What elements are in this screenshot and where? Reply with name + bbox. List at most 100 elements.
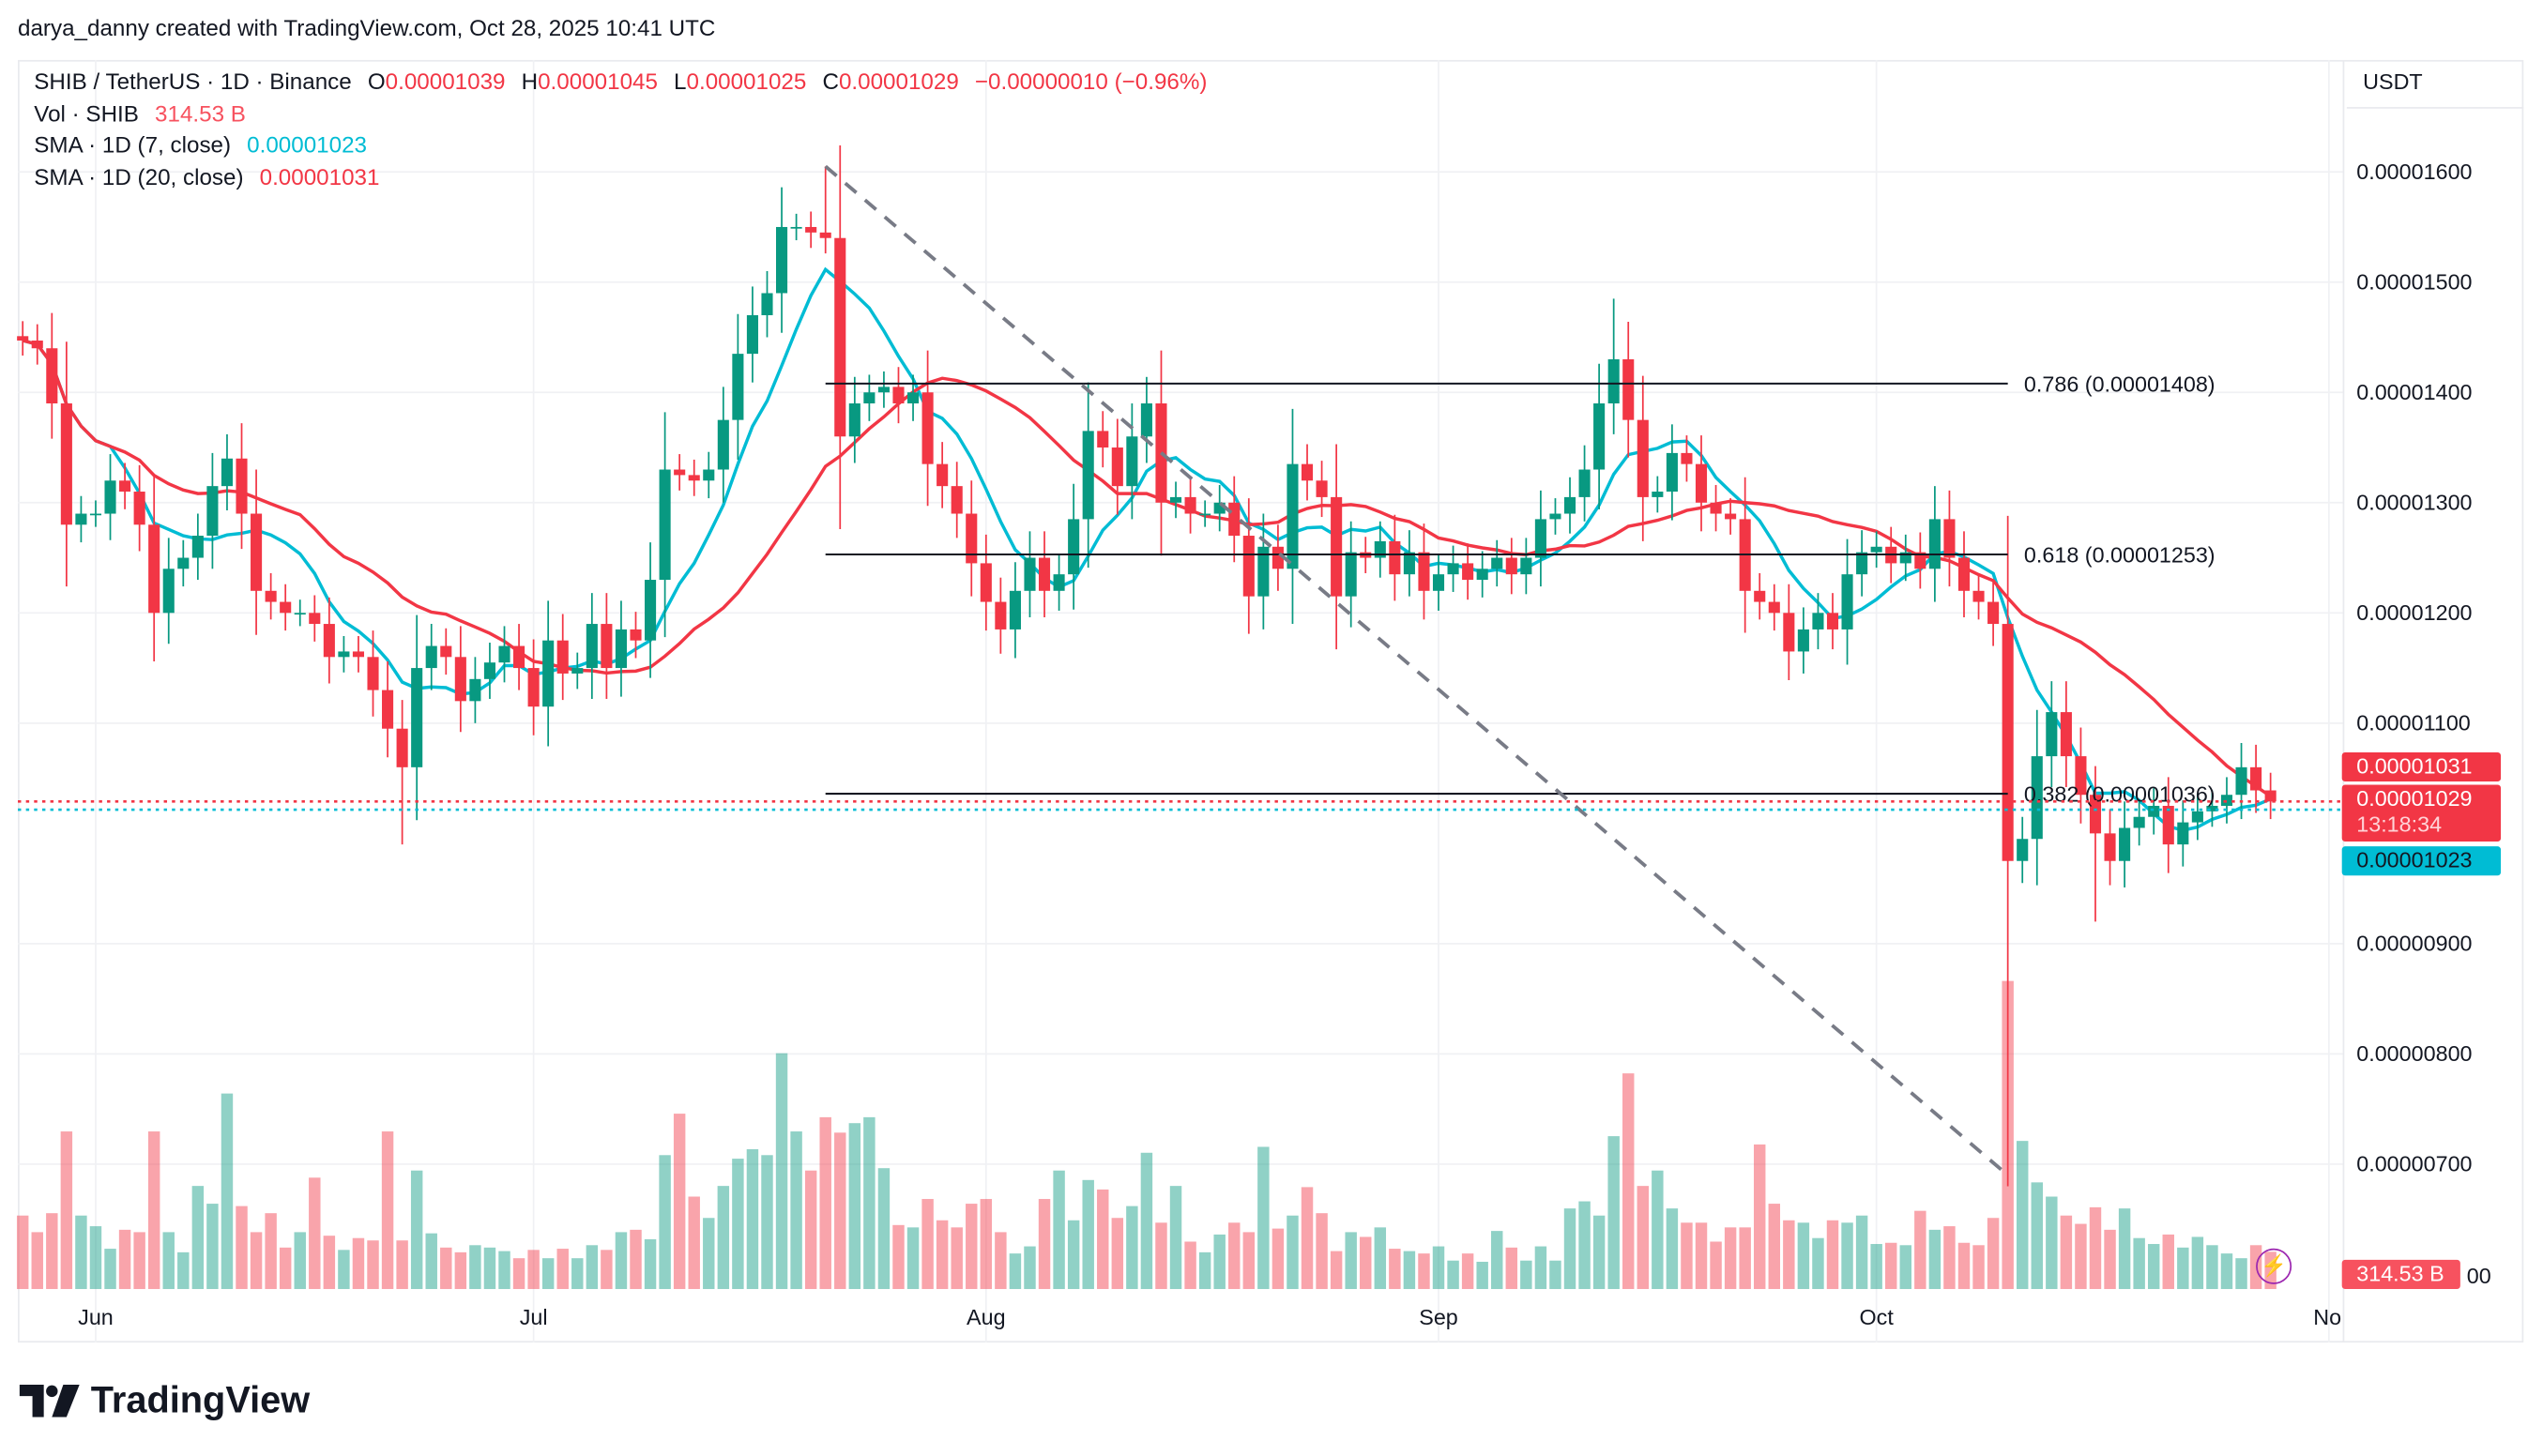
candle-body [1943,519,1956,558]
volume-bar [1622,1073,1635,1290]
fib-level-label: 0.618 (0.00001253) [2024,543,2216,568]
volume-bar [863,1116,876,1290]
candle-body [2206,805,2218,811]
candle-body [1272,546,1284,569]
tradingview-logo-icon [19,1384,80,1417]
volume-bar [1783,1220,1795,1290]
candle-body [1476,569,1488,581]
volume-bar [338,1250,350,1290]
candle-body [2060,712,2072,757]
volume-bar [906,1227,920,1290]
tradingview-logo[interactable]: TradingView [19,1378,310,1422]
volume-bar [206,1204,219,1290]
volume-label[interactable]: Vol · SHIB [34,99,139,126]
candle-body [1097,431,1109,448]
volume-bar [1301,1187,1314,1290]
volume-bar [1710,1241,1722,1290]
candle-body [601,624,613,669]
candle-body [2177,822,2189,845]
volume-bar [1111,1218,1124,1290]
volume-bar [1652,1170,1664,1290]
candle-body [1768,601,1780,614]
volume-bar [703,1218,715,1290]
volume-bar [1899,1245,1911,1290]
candle-body [906,392,920,404]
legend: SHIB / TetherUS · 1D · Binance O0.000010… [34,67,1207,193]
volume-bar [1943,1226,1956,1290]
fib-level-label: 0.382 (0.00001036) [2024,782,2216,807]
x-tick-label: Oct [1859,1305,1894,1330]
volume-bar [1272,1228,1285,1290]
candle-body [2104,833,2116,861]
volume-bar [1739,1227,1751,1290]
candle-body [1184,496,1196,514]
volume-bar [995,1232,1007,1290]
candle-body [1345,552,1357,597]
volume-bar [1724,1227,1737,1290]
candle-body [323,624,335,658]
volume-bar [1242,1232,1256,1290]
volume-bar [1505,1247,1518,1290]
volume-bar [1140,1152,1153,1290]
candle-body [1505,557,1517,575]
candle-body [162,569,175,614]
candle-body [1257,546,1270,597]
candle-body [732,354,744,420]
sma20-value: 0.00001031 [259,162,380,190]
candle-body [717,419,729,470]
candle-body [1534,519,1546,558]
volume-bar [1287,1215,1299,1290]
candle-body [2031,756,2043,840]
volume-bar [921,1199,934,1290]
candle-body [790,226,802,229]
volume-bar [221,1093,234,1290]
volume-bar [147,1131,160,1290]
y-tick-label: 0.00000900 [2356,931,2473,956]
candle-body [1841,574,1853,629]
candle-body [1957,557,1971,591]
volume-bar [541,1258,555,1290]
candle-body [1593,403,1606,470]
volume-bar [60,1131,73,1290]
candle-body [294,613,306,615]
candle-body [1140,403,1152,437]
volume-bar [1681,1222,1693,1290]
volume-bar [75,1215,87,1290]
candle-body [75,513,87,525]
candle-body [309,613,321,625]
volume-bar [877,1168,891,1290]
sma7-value: 0.00001023 [247,130,368,158]
bar-countdown: 13:18:34 [2356,811,2443,837]
candle-body [688,475,700,481]
volume-bar [410,1170,423,1290]
currency-selector[interactable]: USDT [2346,60,2524,109]
volume-bar [498,1251,510,1290]
chart-panel[interactable] [18,59,2524,1343]
volume-bar [1213,1234,1226,1290]
volume-bar [294,1232,306,1290]
sma20-label[interactable]: SMA · 1D (20, close) [34,162,244,190]
candle-body [104,480,116,514]
low-value: 0.00001025 [686,68,807,95]
candle-body [454,657,466,702]
volume-bar [1812,1237,1824,1290]
lightning-icon[interactable]: ⚡ [2256,1248,2292,1284]
candle-body [571,668,584,674]
volume-bar [1038,1199,1051,1290]
volume-bar [1126,1206,1138,1290]
y-tick-label: 0.00001600 [2356,159,2473,185]
symbol-title[interactable]: SHIB / TetherUS · 1D · Binance [34,68,352,95]
candle-body [1301,463,1314,481]
candle-body [1111,447,1123,487]
volume-bar [1330,1251,1343,1290]
volume-bar [1184,1241,1196,1290]
candle-body [265,590,277,602]
sma7-label[interactable]: SMA · 1D (7, close) [34,130,232,158]
legend-sma7: SMA · 1D (7, close) 0.00001023 [34,129,1207,161]
volume-bar [1418,1253,1430,1290]
volume-bar [980,1199,993,1290]
volume-bar [1520,1260,1532,1290]
candle-body [352,651,365,658]
volume-bar [936,1220,949,1290]
